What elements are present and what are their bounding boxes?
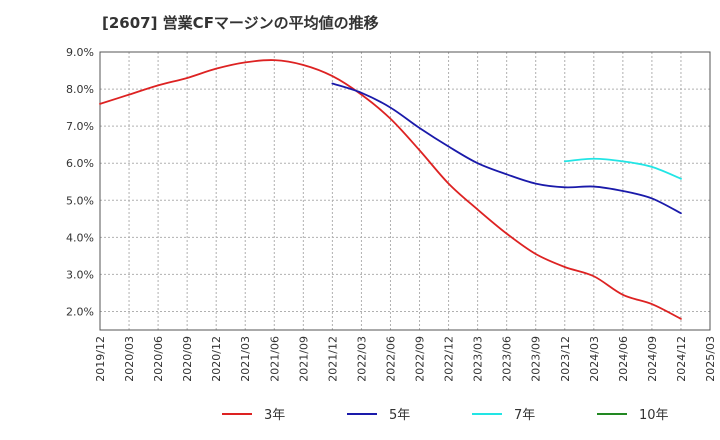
x-tick-label: 2025/03 — [704, 336, 717, 382]
x-tick-label: 2022/06 — [384, 336, 397, 382]
x-tick-label: 2022/12 — [443, 336, 456, 382]
legend-label: 5年 — [389, 408, 410, 423]
x-tick-label: 2023/03 — [472, 336, 485, 382]
plot-background — [100, 52, 710, 330]
x-tick-label: 2021/06 — [268, 336, 281, 382]
y-tick-label: 5.0% — [66, 194, 94, 207]
y-tick-label: 6.0% — [66, 157, 94, 170]
chart-title: [2607] 営業CFマージンの平均値の推移 — [102, 14, 379, 32]
x-tick-label: 2023/06 — [501, 336, 514, 382]
x-tick-label: 2022/03 — [355, 336, 368, 382]
grid-lines — [100, 52, 710, 330]
series-line-2 — [331, 82, 682, 215]
x-tick-label: 2024/09 — [646, 336, 659, 382]
plot-border — [99, 51, 711, 331]
x-tick-label: 2024/12 — [675, 336, 688, 382]
y-tick-label: 3.0% — [66, 268, 94, 281]
x-tick-label: 2023/09 — [530, 336, 543, 382]
x-tick-label: 2021/03 — [239, 336, 252, 382]
legend: 3年 5年 7年 10年 — [222, 408, 669, 423]
y-tick-label: 9.0% — [66, 46, 94, 59]
y-tick-label: 8.0% — [66, 83, 94, 96]
y-axis-ticks: 2.0% 3.0% 4.0% 5.0% 6.0% 7.0% 8.0% 9.0% — [66, 46, 94, 318]
series-line-3 — [563, 157, 682, 180]
x-tick-label: 2024/06 — [617, 336, 630, 382]
x-tick-label: 2020/03 — [123, 336, 136, 382]
x-tick-label: 2021/09 — [297, 336, 310, 382]
legend-label: 7年 — [514, 408, 535, 423]
legend-label: 10年 — [639, 408, 669, 423]
series-line-1 — [99, 59, 682, 320]
x-tick-label: 2019/12 — [94, 336, 107, 382]
x-tick-label: 2023/12 — [559, 336, 572, 382]
x-tick-label: 2021/12 — [326, 336, 339, 382]
y-tick-label: 4.0% — [66, 231, 94, 244]
legend-label: 3年 — [264, 408, 285, 423]
x-tick-label: 2020/09 — [181, 336, 194, 382]
y-tick-label: 7.0% — [66, 120, 94, 133]
x-tick-label: 2022/09 — [414, 336, 427, 382]
x-tick-label: 2024/03 — [588, 336, 601, 382]
x-tick-label: 2020/12 — [210, 336, 223, 382]
x-tick-label: 2020/06 — [152, 336, 165, 382]
y-tick-label: 2.0% — [66, 305, 94, 318]
series-lines — [99, 59, 682, 320]
x-axis-ticks: 2019/12 2020/03 2020/06 2020/09 2020/12 2021/… — [94, 336, 717, 382]
